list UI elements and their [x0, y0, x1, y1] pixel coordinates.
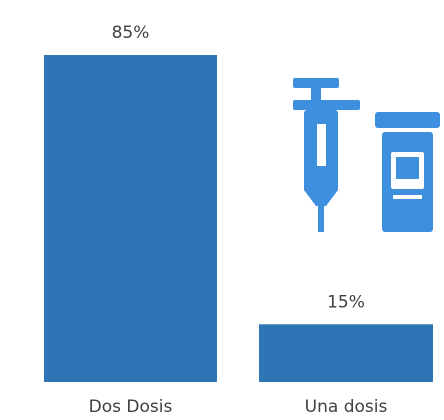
x-tick-label: Dos Dosis	[89, 397, 173, 417]
bar	[259, 324, 433, 382]
syringe-icon	[293, 78, 360, 232]
bar	[44, 55, 217, 382]
value-label: 85%	[112, 23, 150, 43]
value-label: 15%	[327, 292, 365, 312]
x-tick-label: Una dosis	[305, 397, 388, 417]
pill-bottle-icon	[375, 112, 440, 232]
